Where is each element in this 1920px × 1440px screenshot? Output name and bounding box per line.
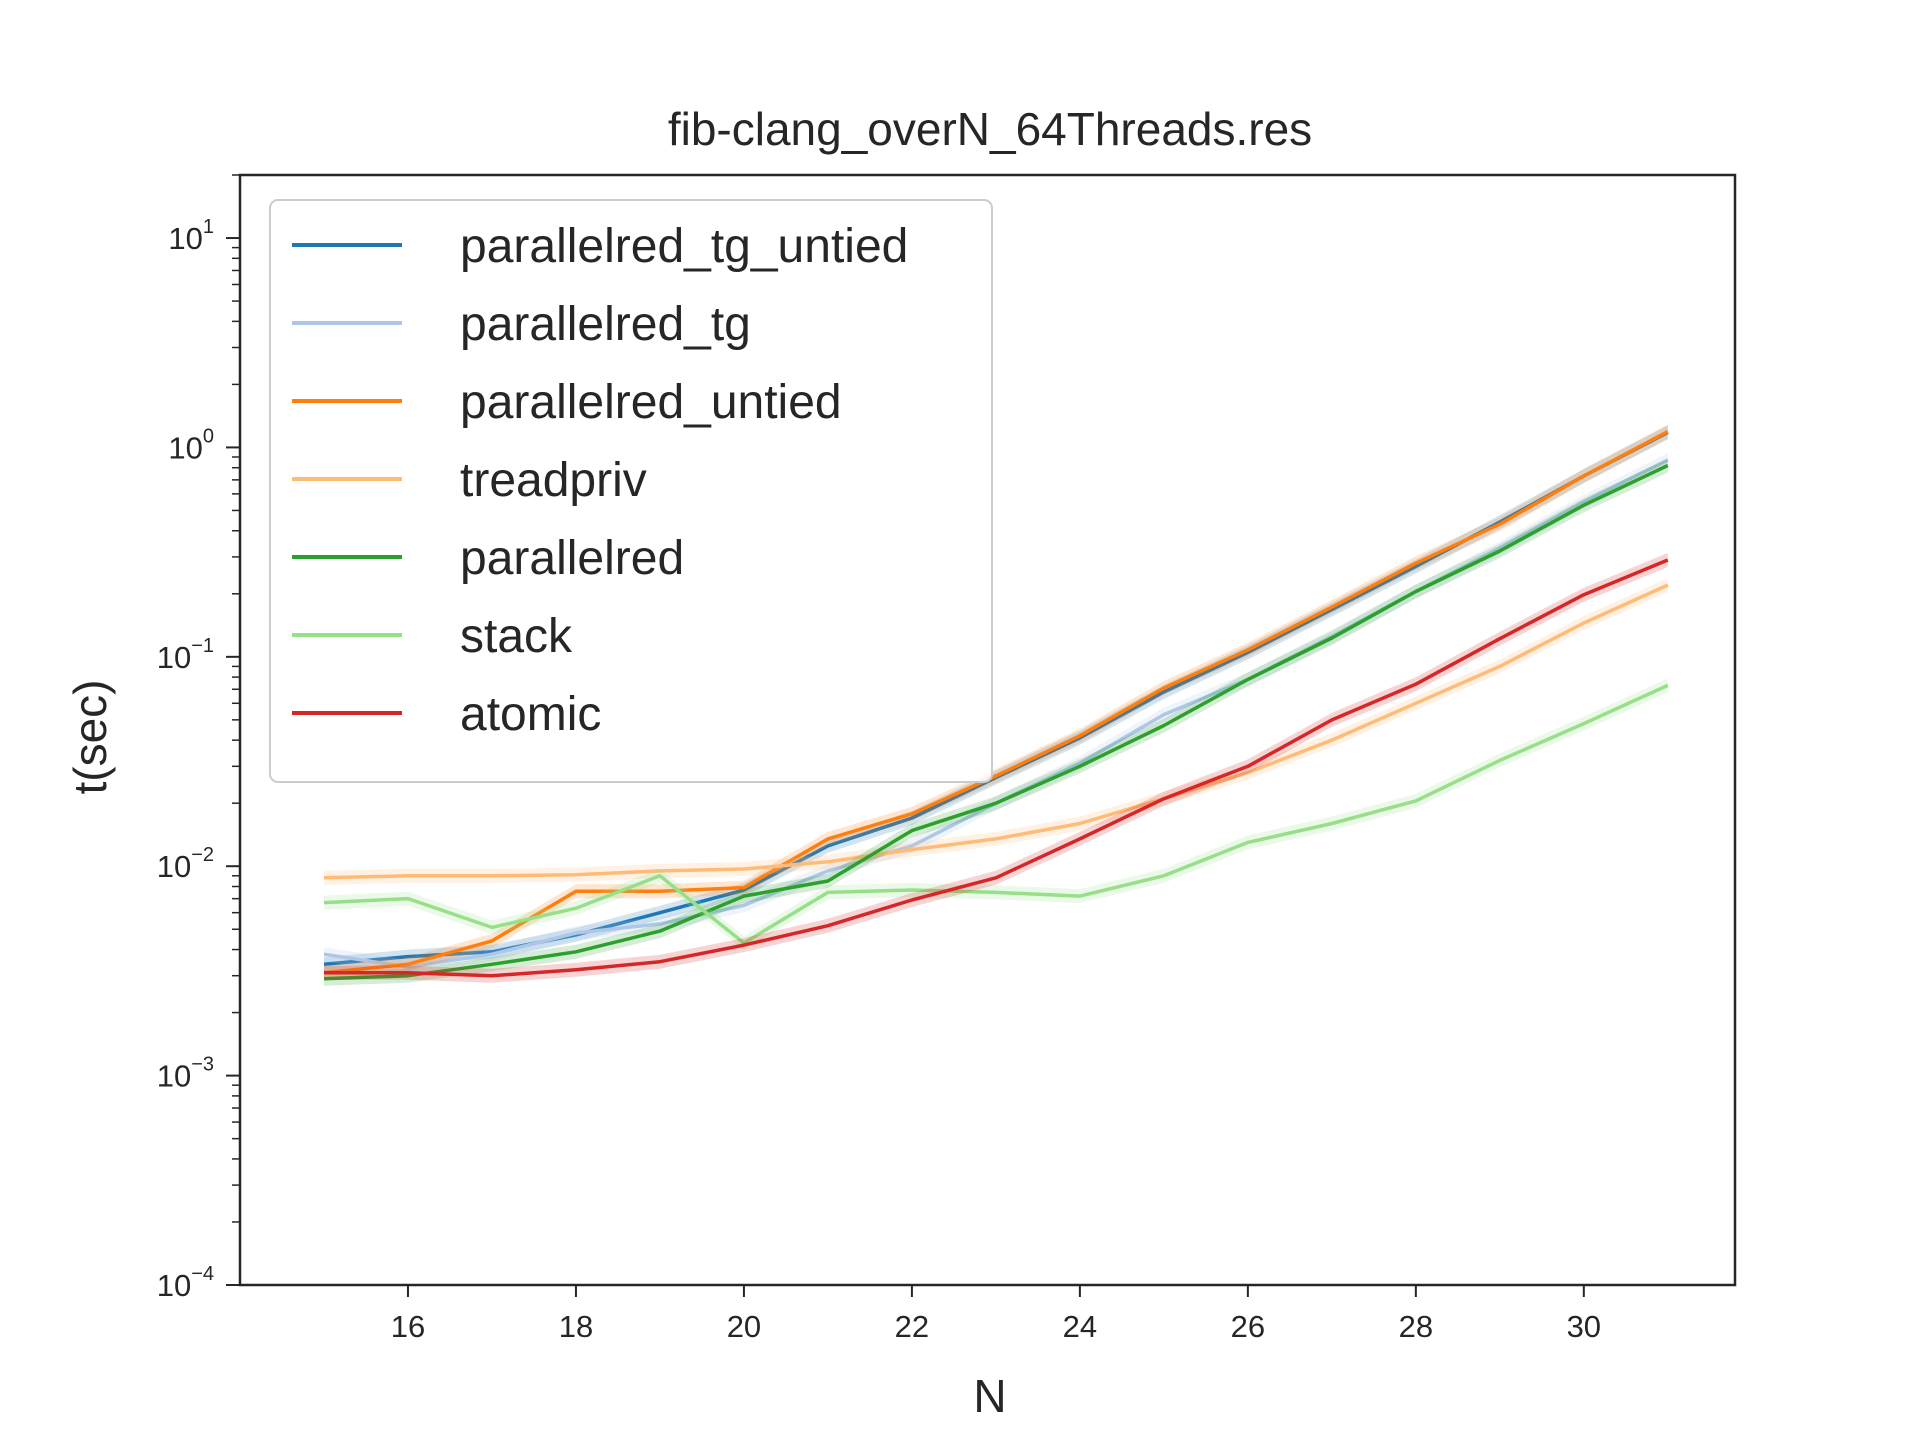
legend-label-parallelred_tg_untied: parallelred_tg_untied: [460, 220, 908, 273]
y-tick-label: 10−4: [157, 1263, 214, 1303]
axes-layer: [238, 173, 1737, 1287]
series-line-parallelred_untied: [323, 430, 1669, 975]
series-band-stack: [324, 678, 1668, 950]
legend-label-treadpriv: treadpriv: [460, 454, 647, 507]
legend-label-parallelred: parallelred: [460, 532, 684, 585]
y-tick-label: 10−2: [157, 844, 214, 884]
x-tick-label: 22: [895, 1309, 929, 1344]
plot-frame: [238, 173, 1737, 1287]
legend-label-parallelred_tg: parallelred_tg: [460, 298, 751, 351]
series-layer: [323, 424, 1669, 986]
series-line-parallelred: [323, 463, 1669, 981]
y-tick-label: 10−3: [157, 1054, 214, 1094]
x-axis-label: N: [973, 1370, 1006, 1422]
ticks-layer: 16 18 20 22 24 26 28 30 10−4 10−3 10−2 10−1 100 101: [157, 174, 1601, 1344]
y-tick-label: 101: [168, 216, 214, 256]
x-tick-label: 26: [1231, 1309, 1265, 1344]
y-axis-label: t(sec): [64, 680, 116, 795]
x-tick-label: 16: [391, 1309, 425, 1344]
legend: parallelred_tg_untied parallelred_tgparal…: [269, 199, 993, 783]
chart-title: fib-clang_overN_64Threads.res: [668, 103, 1312, 155]
y-tick-label: 100: [168, 425, 214, 465]
x-tick-label: 28: [1399, 1309, 1433, 1344]
series-line-stack: [323, 683, 1669, 945]
legend-label-parallelred_untied: parallelred_untied: [460, 376, 842, 429]
x-tick-label: 24: [1063, 1309, 1097, 1344]
series-line-atomic: [324, 558, 1669, 978]
x-tick-label: 30: [1567, 1309, 1601, 1344]
x-tick-label: 20: [727, 1309, 761, 1344]
legend-label-stack: stack: [460, 610, 573, 663]
legend-box: [269, 199, 993, 783]
x-tick-label: 18: [559, 1309, 593, 1344]
legend-label-atomic: atomic: [460, 688, 601, 741]
y-tick-label: 10−1: [157, 635, 214, 675]
series-line-treadpriv: [323, 583, 1669, 880]
